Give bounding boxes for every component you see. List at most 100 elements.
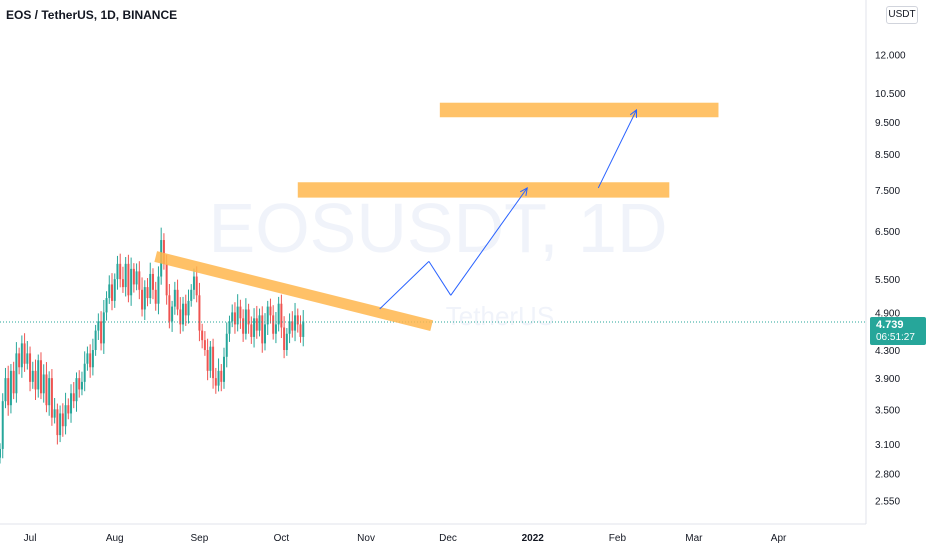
candle-body: [70, 393, 73, 414]
candle-body: [39, 360, 42, 394]
candle: [86, 346, 89, 371]
candle: [151, 268, 154, 300]
candle-body: [15, 353, 18, 394]
currency-button[interactable]: USDT: [886, 6, 918, 24]
candle-body: [18, 353, 21, 368]
candle: [138, 261, 141, 300]
candle-body: [130, 268, 133, 296]
candle: [127, 254, 130, 303]
candle-body: [12, 370, 15, 394]
candle-body: [94, 330, 97, 351]
candle: [111, 273, 114, 311]
candle-body: [190, 289, 193, 301]
candle-body: [154, 289, 157, 304]
candle-body: [302, 321, 305, 337]
candle-body: [176, 289, 179, 310]
candle-body: [184, 303, 187, 316]
candle: [206, 338, 209, 381]
candle-body: [212, 346, 215, 379]
candle-body: [217, 370, 220, 386]
candle: [217, 358, 220, 392]
chart-title: EOS / TetherUS, 1D, BINANCE: [6, 8, 178, 22]
resistance-zone-1: [439, 102, 719, 118]
last-price-tag: 4.739 06:51:27: [870, 317, 926, 345]
candle-body: [299, 324, 302, 337]
price-tick-label: 3.100: [875, 440, 900, 451]
candle-body: [223, 356, 226, 382]
candle-body: [61, 413, 64, 427]
candle: [203, 331, 206, 356]
candle-body: [53, 409, 56, 418]
candle-body: [206, 350, 209, 371]
time-tick-label: Oct: [274, 533, 290, 544]
candle: [269, 298, 272, 324]
candle-body: [143, 287, 146, 310]
candle-body: [261, 315, 264, 344]
candle: [250, 316, 253, 344]
candle-body: [121, 279, 124, 288]
price-tick-label: 4.300: [875, 346, 900, 357]
candle: [190, 284, 193, 307]
watermark-symbol: EOSUSDT, 1D: [209, 189, 668, 267]
candle: [209, 340, 212, 378]
time-axis[interactable]: Jul Aug Sep Oct Nov Dec 2022 Feb Mar Apr: [24, 533, 787, 544]
candle-body: [64, 405, 67, 427]
candle: [171, 300, 174, 332]
bar-countdown: 06:51:27: [876, 332, 915, 343]
candle: [228, 315, 231, 342]
candle: [4, 367, 7, 409]
candle: [80, 371, 83, 396]
candle-body: [138, 271, 141, 290]
time-tick-label: Sep: [191, 533, 209, 544]
candle-body: [23, 343, 26, 364]
watermark-name: TetherUS: [446, 301, 554, 331]
candle: [72, 381, 75, 409]
candle: [97, 313, 100, 340]
candle-body: [231, 312, 234, 322]
candle: [12, 361, 15, 400]
candle: [242, 309, 245, 342]
price-tick-label: 6.500: [875, 227, 900, 238]
candle: [130, 257, 133, 306]
candle: [105, 291, 108, 321]
candle-body: [80, 381, 83, 390]
candle: [141, 277, 144, 317]
candle-body: [195, 276, 198, 296]
candle-body: [75, 378, 78, 402]
price-tick-label: 10.500: [875, 89, 906, 100]
price-axis[interactable]: 12.000 10.500 9.500 8.500 7.500 6.500 5.500 4.9…: [875, 50, 906, 507]
candle: [64, 392, 67, 435]
candle-body: [168, 295, 171, 322]
time-tick-label: Jul: [24, 533, 37, 544]
candle-body: [239, 306, 242, 319]
candle: [225, 322, 228, 368]
candle: [37, 354, 40, 398]
candle-body: [269, 306, 272, 316]
projection-arrow-1-head: [519, 186, 528, 196]
drawing-overlays[interactable]: [0, 108, 866, 331]
candle: [59, 405, 62, 443]
candle: [91, 338, 94, 376]
candle: [113, 273, 116, 308]
candle: [108, 275, 111, 304]
candle: [220, 364, 223, 392]
candle-body: [233, 312, 236, 325]
candle-body: [182, 303, 185, 325]
candle-body: [42, 374, 45, 394]
candle-body: [135, 271, 138, 285]
candle: [56, 403, 59, 445]
resistance-zones[interactable]: [297, 102, 719, 198]
candle-body: [34, 370, 37, 390]
candle-body: [296, 315, 299, 325]
candle-body: [7, 378, 10, 406]
candle: [116, 255, 119, 290]
candle-body: [209, 346, 212, 371]
candle-body: [113, 279, 116, 301]
candle-body: [187, 300, 190, 316]
candle: [263, 313, 266, 351]
candle-body: [288, 321, 291, 334]
price-tick-label: 2.800: [875, 470, 900, 481]
price-tick-label: 8.500: [875, 150, 900, 161]
candle-body: [272, 315, 275, 334]
